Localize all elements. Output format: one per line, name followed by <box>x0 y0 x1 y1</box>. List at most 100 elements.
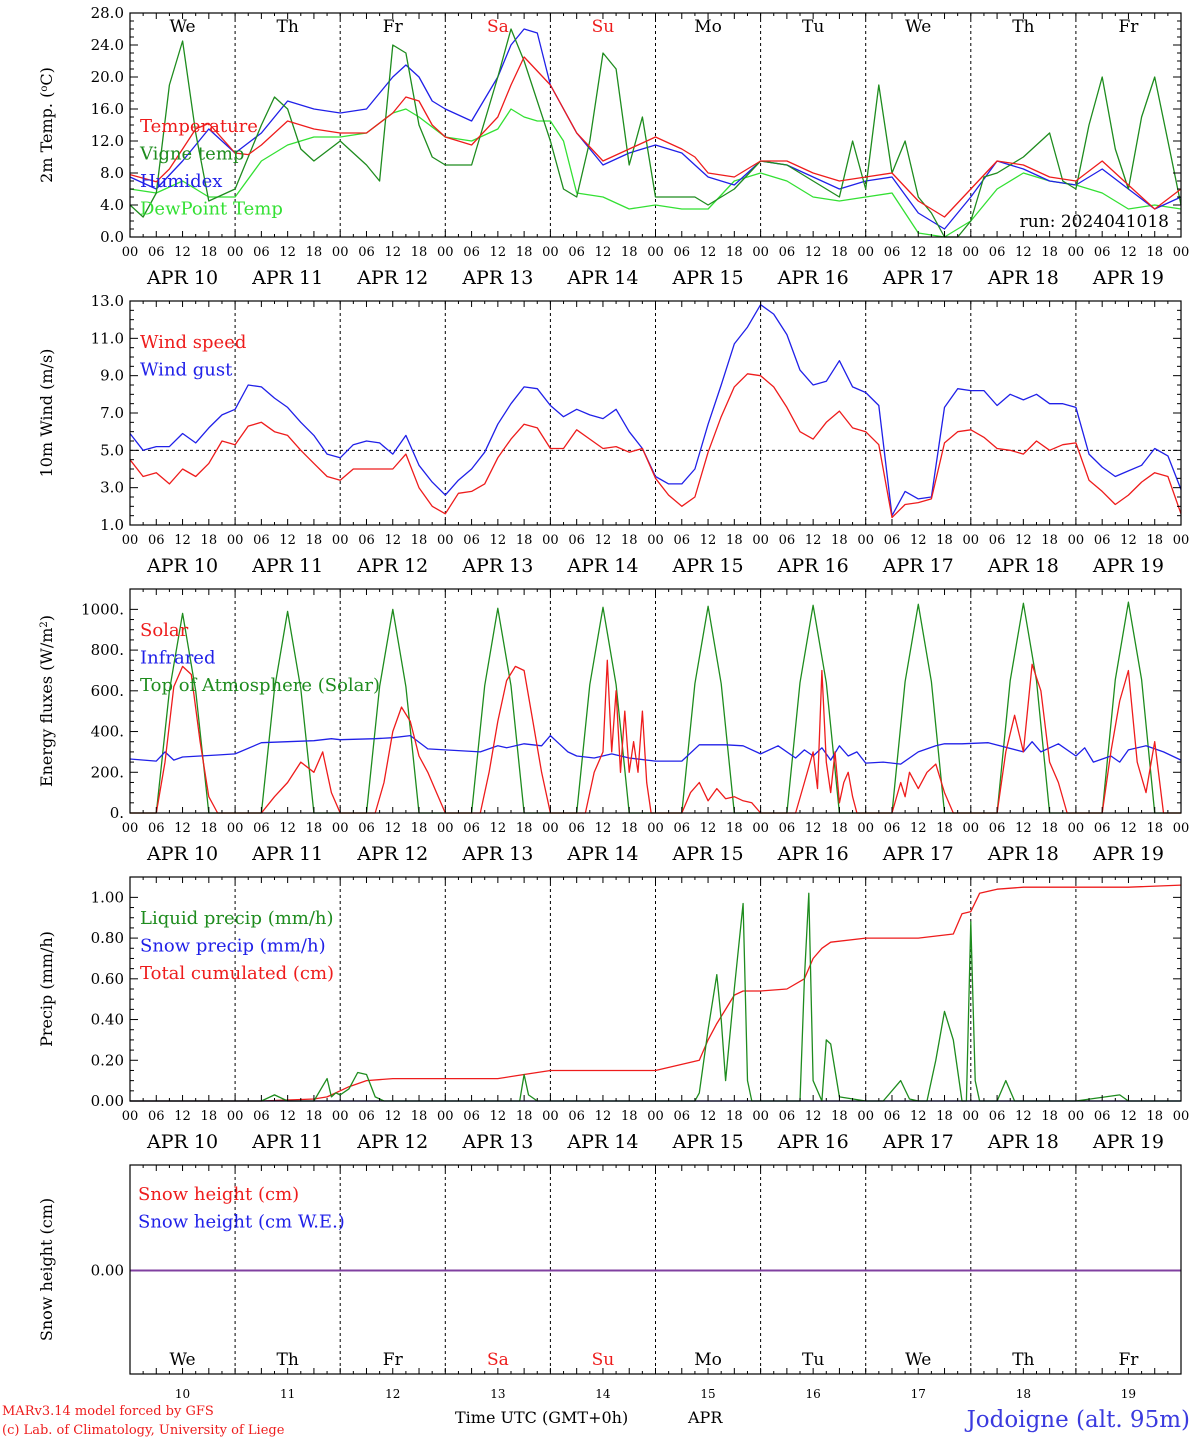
hour-tick-label: 12 <box>595 821 612 836</box>
hour-tick-label: 06 <box>148 821 165 836</box>
weekday-label: Sa <box>487 1350 509 1370</box>
month-axis-label: APR <box>687 1408 723 1427</box>
hour-tick-label: 00 <box>963 821 980 836</box>
y-tick-label: 0.00 <box>91 1092 124 1110</box>
y-tick-label: 600. <box>91 682 124 700</box>
hour-tick-label: 00 <box>122 533 139 548</box>
hour-tick-label: 18 <box>621 533 638 548</box>
panel-frame <box>129 300 1182 526</box>
hour-tick-label: 06 <box>463 533 480 548</box>
hour-tick-label: 00 <box>647 821 664 836</box>
day-number-label: 18 <box>1016 1387 1031 1401</box>
gridlines <box>130 13 1181 1374</box>
legend-entry: Temperature <box>140 116 258 137</box>
y-tick-label: 1000. <box>81 600 124 618</box>
legend-entry: Snow height (cm) <box>138 1184 299 1205</box>
hour-tick-label: 00 <box>647 245 664 260</box>
run-label: run: 2024041018 <box>1020 212 1169 232</box>
hour-tick-label: 12 <box>910 1109 927 1124</box>
hour-tick-label: 06 <box>884 1109 901 1124</box>
date-label: APR 10 <box>146 267 218 289</box>
legend-entry: Snow precip (mm/h) <box>140 936 326 957</box>
weekday-label: Th <box>1012 1350 1034 1370</box>
series-line-wind-gust <box>129 304 1182 517</box>
hour-tick-label: 00 <box>542 1109 559 1124</box>
y-tick-label: 3.0 <box>100 479 124 497</box>
weekday-label: We <box>169 17 195 37</box>
hour-tick-label: 12 <box>910 533 927 548</box>
hour-tick-label: 18 <box>306 821 323 836</box>
hour-tick-label: 12 <box>700 533 717 548</box>
y-tick-label: 12.0 <box>91 132 124 150</box>
date-label: APR 16 <box>777 843 849 865</box>
hour-tick-label: 18 <box>411 245 428 260</box>
weekday-label: We <box>905 17 931 37</box>
weekday-label: Fr <box>1118 17 1139 37</box>
y-tick-label: 400. <box>91 723 124 741</box>
hour-tick-label: 18 <box>726 533 743 548</box>
y-axis-title: 10m Wind (m/s) <box>37 349 56 478</box>
hour-tick-label: 12 <box>700 1109 717 1124</box>
hour-tick-label: 18 <box>411 1109 428 1124</box>
hour-tick-label: 06 <box>989 533 1006 548</box>
date-label: APR 16 <box>777 555 849 577</box>
weekday-label: Fr <box>1118 1350 1139 1370</box>
day-number-label: 19 <box>1121 1387 1136 1401</box>
hour-tick-label: 18 <box>1146 533 1163 548</box>
hour-tick-label: 06 <box>253 1109 270 1124</box>
series-line-infrared <box>129 734 1182 765</box>
panel-frames <box>129 12 1182 1375</box>
hour-tick-label: 18 <box>936 1109 953 1124</box>
y-axis-title: Snow height (cm) <box>37 1198 56 1341</box>
hour-tick-label: 00 <box>542 245 559 260</box>
hour-tick-label: 12 <box>1120 1109 1137 1124</box>
hour-tick-label: 06 <box>358 1109 375 1124</box>
hour-tick-label: 18 <box>1146 821 1163 836</box>
day-number-label: 14 <box>595 1387 611 1401</box>
hour-tick-label: 00 <box>227 245 244 260</box>
hour-tick-label: 06 <box>1094 533 1111 548</box>
date-label: APR 14 <box>566 555 638 577</box>
hour-tick-label: 12 <box>595 245 612 260</box>
legend-entry: Snow height (cm W.E.) <box>138 1212 345 1233</box>
hour-tick-label: 18 <box>1146 245 1163 260</box>
hour-tick-label: 00 <box>227 533 244 548</box>
date-label: APR 13 <box>461 843 533 865</box>
date-label: APR 19 <box>1092 555 1164 577</box>
hour-tick-label: 00 <box>963 533 980 548</box>
hour-tick-label: 12 <box>174 821 191 836</box>
hour-tick-label: 00 <box>857 821 874 836</box>
legend-entry: Wind speed <box>140 332 246 353</box>
hour-tick-label: 06 <box>1094 1109 1111 1124</box>
weekday-label: Tu <box>802 17 824 37</box>
hour-tick-label: 06 <box>463 821 480 836</box>
date-label: APR 12 <box>356 1131 428 1153</box>
hour-tick-label: 06 <box>463 1109 480 1124</box>
date-label: APR 17 <box>882 267 954 289</box>
hour-tick-label: 00 <box>1068 1109 1085 1124</box>
copyright-credit: (c) Lab. of Climatology, University of L… <box>2 1423 285 1438</box>
y-tick-label: 0. <box>110 804 124 822</box>
legend-entry: Liquid precip (mm/h) <box>140 908 334 929</box>
y-tick-label: 8.0 <box>100 164 124 182</box>
date-label: APR 11 <box>251 1131 323 1153</box>
hour-tick-label: 06 <box>674 1109 691 1124</box>
weekday-label: Fr <box>383 1350 404 1370</box>
hour-tick-label: 00 <box>437 821 454 836</box>
y-tick-label: 1.00 <box>91 888 124 906</box>
date-label: APR 15 <box>672 1131 744 1153</box>
chart-text: 0.0 4.0 8.0 12.0 16.0 20.0 24.0 28.0 2m Temp. (o… <box>37 4 1189 1401</box>
hour-tick-label: 00 <box>857 245 874 260</box>
hour-tick-label: 12 <box>490 533 507 548</box>
hour-tick-label: 18 <box>201 533 218 548</box>
hour-tick-label: 06 <box>358 821 375 836</box>
hour-tick-label: 00 <box>963 245 980 260</box>
date-label: APR 14 <box>566 1131 638 1153</box>
weekday-label: Th <box>277 1350 299 1370</box>
weekday-label: We <box>169 1350 195 1370</box>
hour-tick-label: 06 <box>674 821 691 836</box>
y-tick-label: 0.60 <box>91 970 124 988</box>
date-label: APR 15 <box>672 843 744 865</box>
hour-tick-label: 12 <box>174 1109 191 1124</box>
hour-tick-label: 18 <box>1041 821 1058 836</box>
